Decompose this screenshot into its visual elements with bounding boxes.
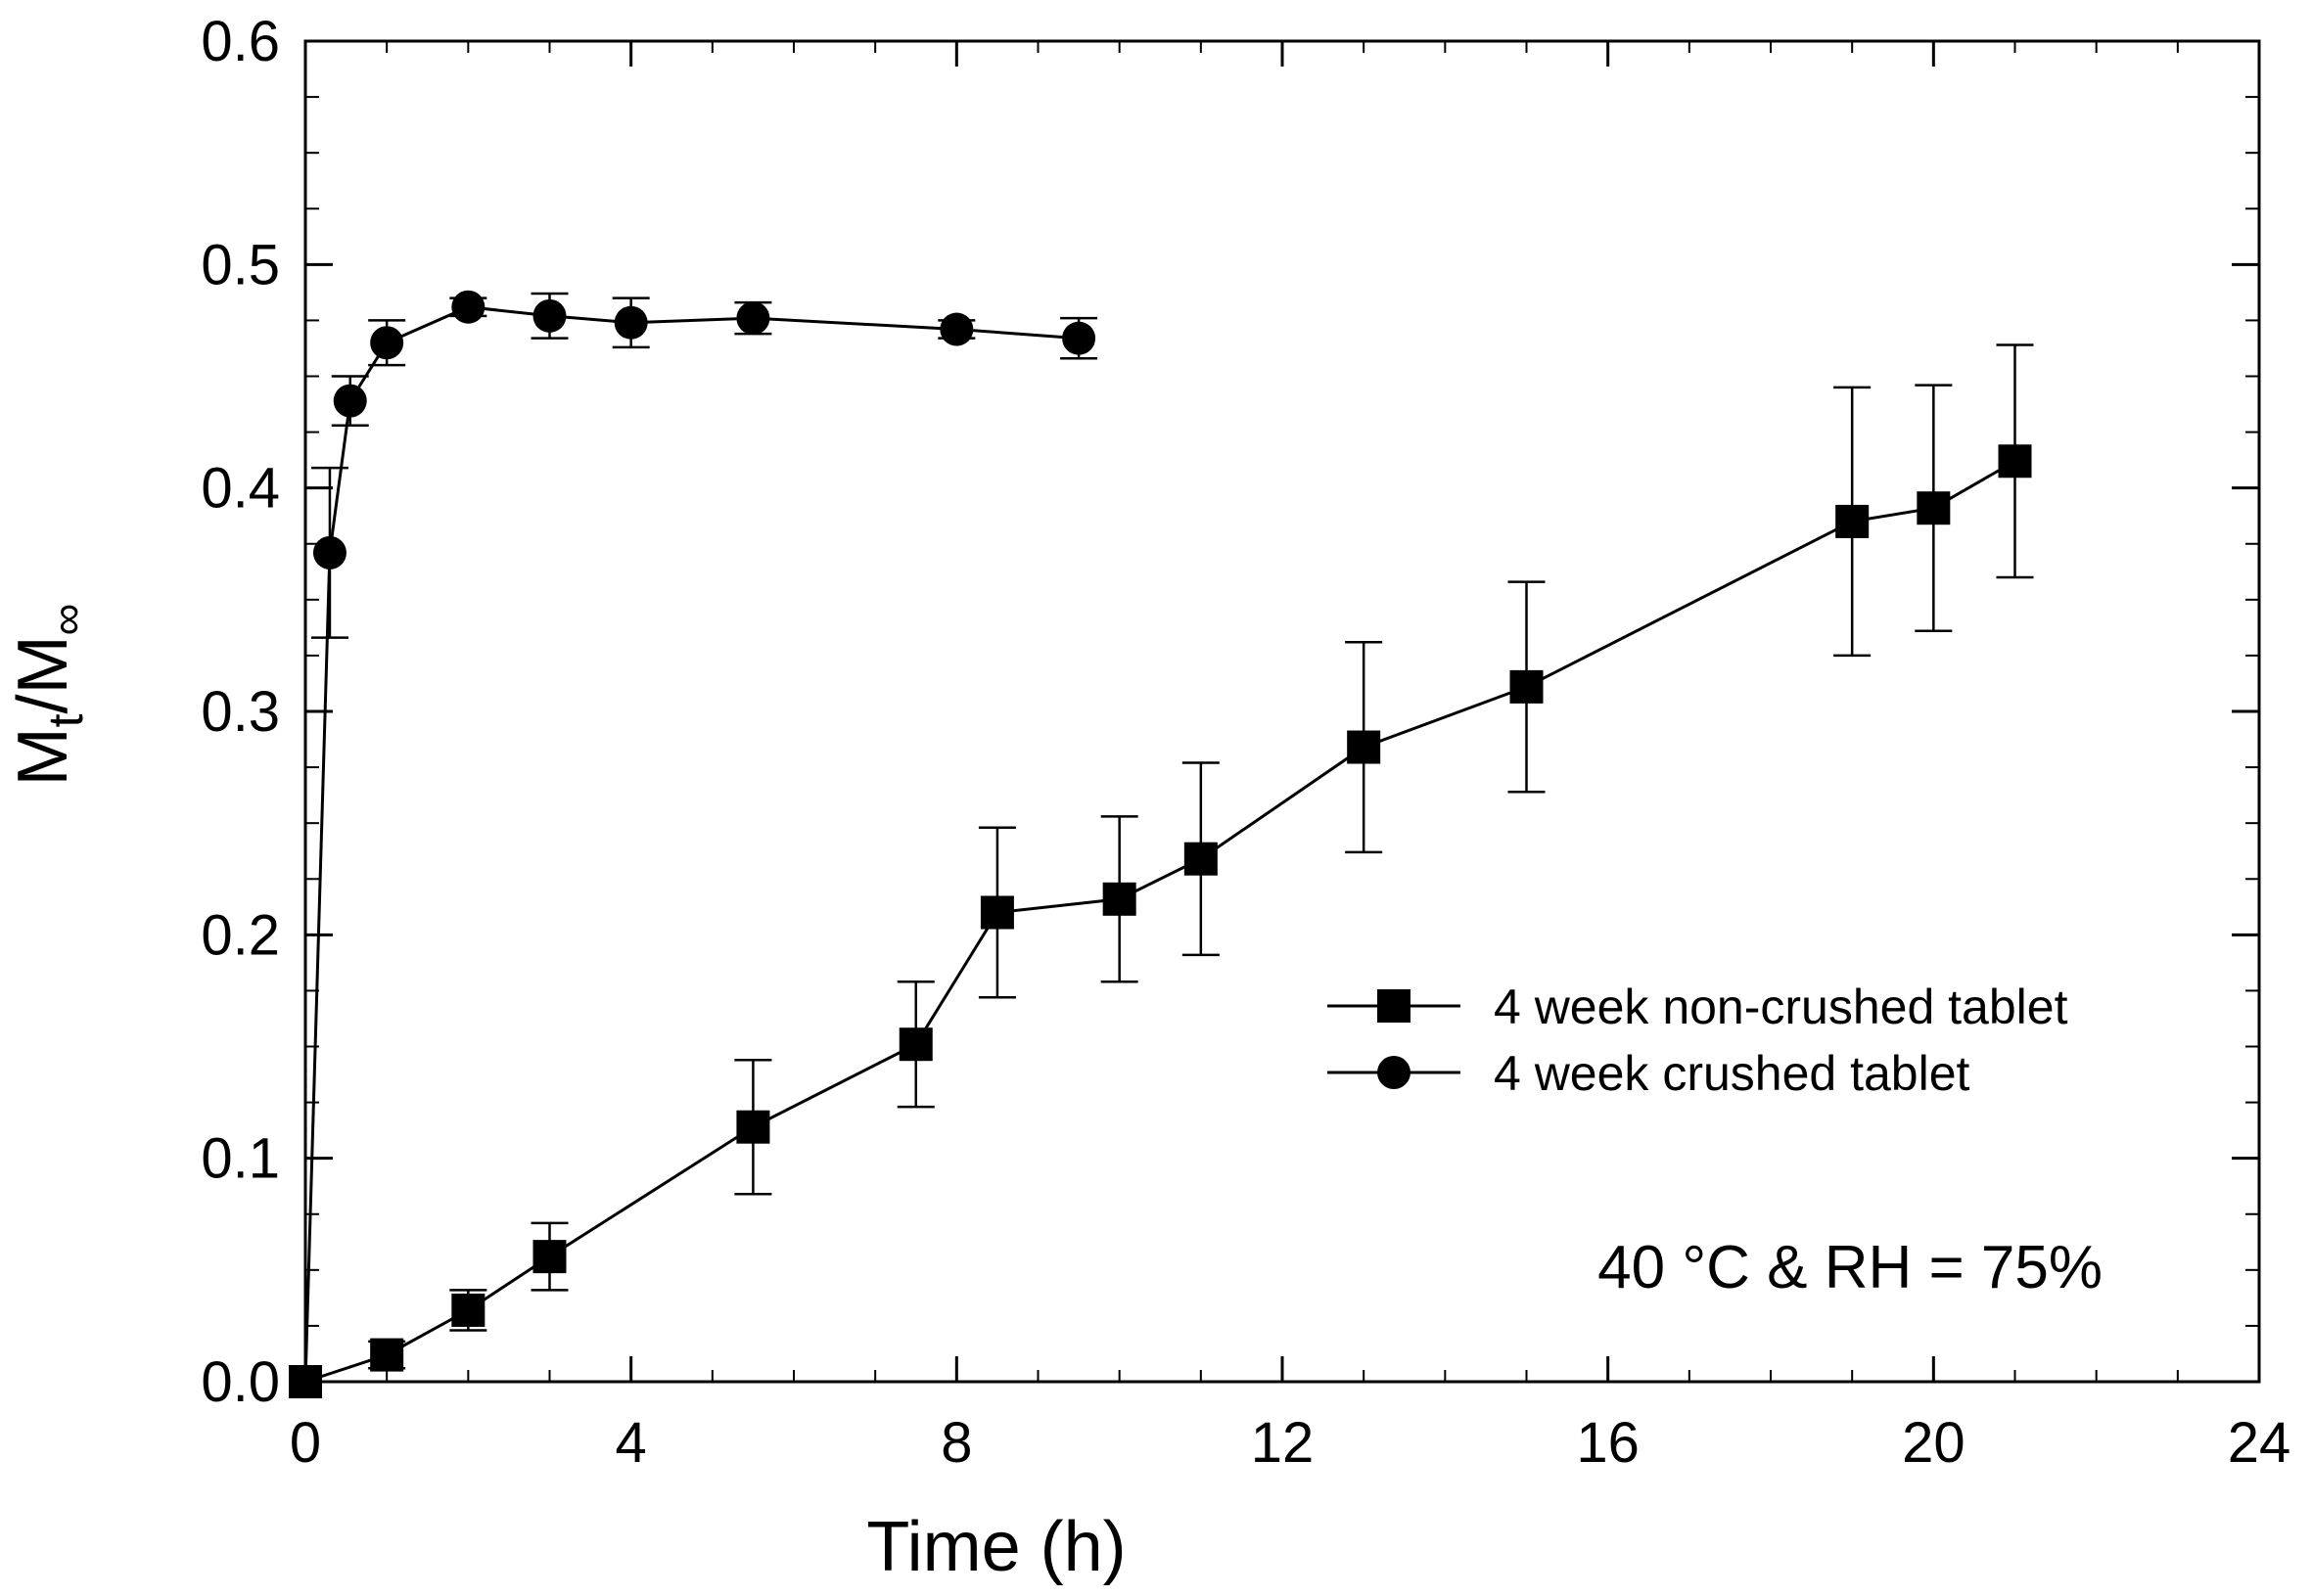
data-point-non-crushed — [736, 1110, 770, 1144]
data-point-non-crushed — [899, 1027, 933, 1062]
data-point-crushed — [333, 384, 367, 418]
y-axis-title-sub-inf: ∞ — [41, 604, 92, 636]
y-tick-label: 0.1 — [201, 1127, 280, 1191]
y-tick-label: 0.3 — [201, 680, 280, 744]
data-point-non-crushed — [980, 895, 1014, 930]
x-tick-label: 4 — [616, 1411, 647, 1475]
data-point-non-crushed — [1835, 504, 1870, 538]
data-point-non-crushed — [451, 1293, 486, 1327]
x-axis-title: Time (h) — [866, 1508, 1126, 1586]
y-tick-label: 0.0 — [201, 1350, 280, 1414]
x-tick-label: 16 — [1576, 1411, 1640, 1475]
x-tick-label: 12 — [1251, 1411, 1315, 1475]
data-point-crushed — [940, 312, 974, 346]
data-point-non-crushed — [1102, 882, 1136, 916]
y-tick-label: 0.2 — [201, 903, 280, 967]
data-point-non-crushed — [1509, 669, 1544, 704]
data-point-crushed — [312, 535, 347, 570]
axes-layer: 0 4 8 12 16 20 24 0.0 0.1 0.2 0.3 0.4 0.5 0.6 — [201, 10, 2290, 1475]
x-tick-label: 24 — [2228, 1411, 2291, 1475]
x-tick-label: 20 — [1902, 1411, 1965, 1475]
y-tick-label: 0.6 — [201, 10, 280, 73]
data-point-non-crushed — [1183, 842, 1218, 876]
data-point-crushed — [736, 301, 770, 336]
condition-annotation: 40 °C & RH = 75% — [1597, 1234, 2103, 1301]
y-tick-label: 0.4 — [201, 457, 280, 521]
data-point-non-crushed — [1917, 491, 1951, 525]
data-point-non-crushed — [370, 1338, 404, 1372]
y-axis-title-main: M — [4, 727, 82, 786]
x-tick-label: 8 — [941, 1411, 972, 1475]
data-point-crushed — [614, 305, 648, 340]
data-point-crushed — [1062, 321, 1096, 355]
data-point-non-crushed — [532, 1240, 567, 1274]
y-axis-title-slash: /M — [4, 635, 82, 713]
series-non-crushed — [289, 343, 2034, 1398]
data-point-crushed — [370, 326, 404, 360]
legend-marker-crushed — [1377, 1056, 1410, 1089]
y-axis-title-sub-t: t — [38, 713, 93, 727]
legend: 4 week non-crushed tablet 4 week crushed … — [1327, 980, 2068, 1101]
data-point-crushed — [451, 290, 486, 324]
data-point-crushed — [532, 298, 567, 333]
y-axis-title: Mt/M∞ — [4, 604, 93, 787]
data-point-non-crushed — [1347, 730, 1381, 764]
data-point-crushed — [289, 1365, 322, 1398]
x-tick-label: 0 — [290, 1411, 321, 1475]
y-tick-label: 0.5 — [201, 233, 280, 296]
legend-label-non-crushed: 4 week non-crushed tablet — [1494, 980, 2068, 1034]
series-layer — [289, 290, 2034, 1398]
data-point-non-crushed — [1998, 444, 2032, 479]
series-line-crushed — [303, 305, 1080, 1383]
legend-marker-non-crushed — [1377, 989, 1410, 1023]
series-crushed — [289, 290, 1098, 1398]
legend-label-crushed: 4 week crushed tablet — [1494, 1046, 1970, 1101]
